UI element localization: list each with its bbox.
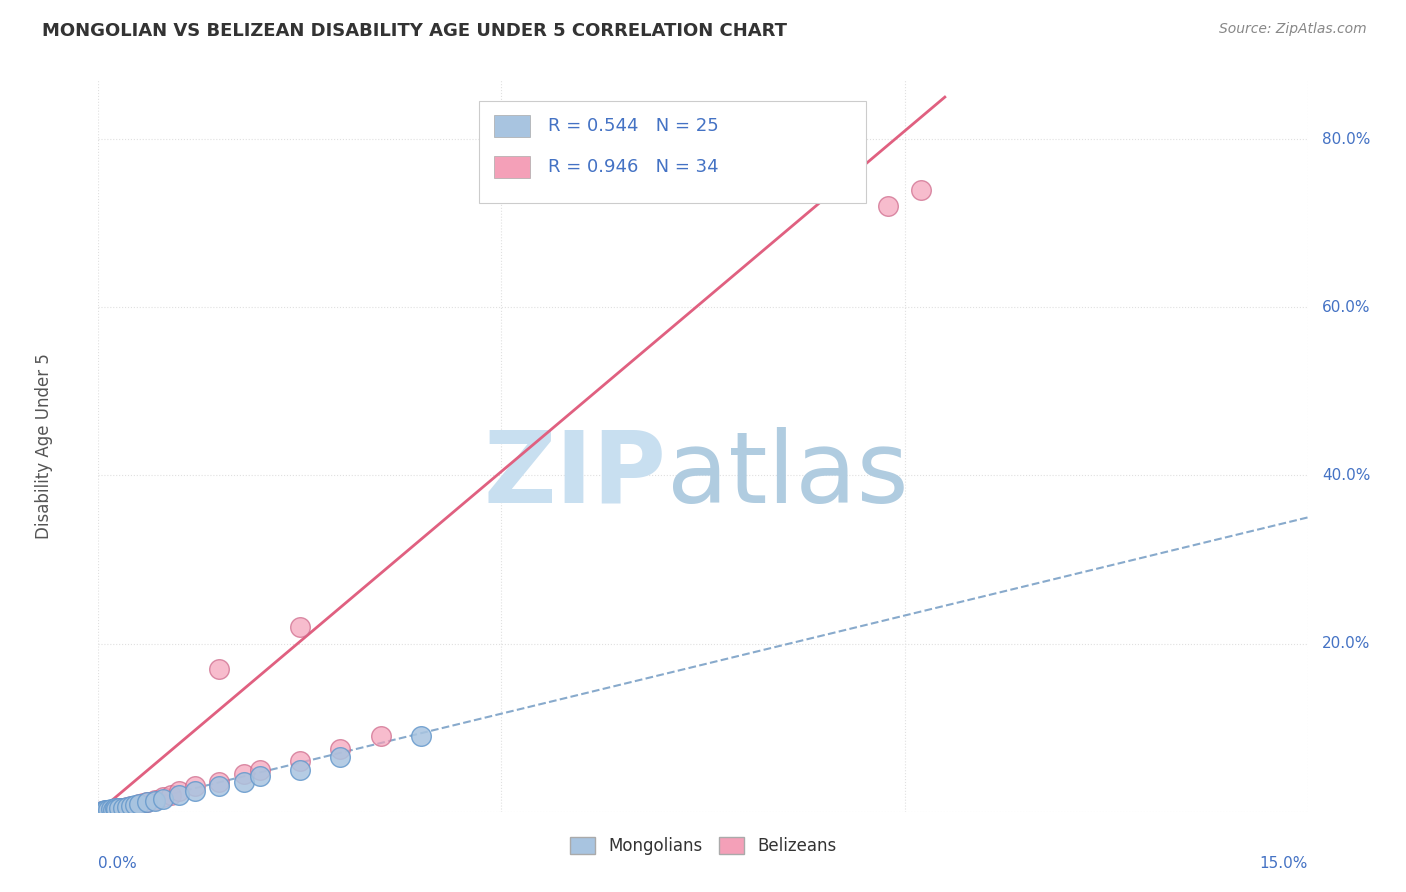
Point bbox=[132, 797, 155, 811]
Point bbox=[184, 783, 207, 797]
Text: MONGOLIAN VS BELIZEAN DISABILITY AGE UNDER 5 CORRELATION CHART: MONGOLIAN VS BELIZEAN DISABILITY AGE UND… bbox=[42, 22, 787, 40]
Point bbox=[370, 729, 392, 743]
Point bbox=[184, 780, 207, 794]
Point bbox=[329, 741, 352, 756]
Point bbox=[115, 799, 138, 814]
Point bbox=[110, 801, 132, 815]
Point bbox=[115, 799, 138, 814]
Point bbox=[97, 803, 120, 817]
Point bbox=[877, 199, 900, 213]
Point bbox=[135, 796, 157, 810]
Point bbox=[96, 804, 118, 818]
Text: R = 0.544   N = 25: R = 0.544 N = 25 bbox=[548, 118, 718, 136]
Point bbox=[124, 797, 146, 812]
Bar bbox=[494, 115, 530, 137]
Point bbox=[288, 763, 311, 777]
Point bbox=[135, 795, 157, 809]
Text: 15.0%: 15.0% bbox=[1260, 855, 1308, 871]
Text: 60.0%: 60.0% bbox=[1322, 300, 1371, 315]
Point bbox=[232, 767, 254, 781]
Point bbox=[111, 800, 134, 814]
Point bbox=[111, 801, 134, 815]
Text: ZIP: ZIP bbox=[484, 426, 666, 524]
Text: 80.0%: 80.0% bbox=[1322, 132, 1371, 146]
Point bbox=[208, 780, 231, 794]
Point bbox=[100, 802, 122, 816]
FancyBboxPatch shape bbox=[479, 101, 866, 203]
Legend: Mongolians, Belizeans: Mongolians, Belizeans bbox=[562, 830, 844, 862]
Text: R = 0.946   N = 34: R = 0.946 N = 34 bbox=[548, 158, 718, 176]
Text: Source: ZipAtlas.com: Source: ZipAtlas.com bbox=[1219, 22, 1367, 37]
Point bbox=[249, 769, 271, 783]
Point bbox=[143, 794, 166, 808]
Point bbox=[94, 804, 117, 818]
Point bbox=[101, 803, 124, 817]
Point bbox=[128, 797, 150, 812]
Point bbox=[91, 805, 114, 819]
Point bbox=[288, 754, 311, 768]
Point bbox=[232, 775, 254, 789]
Text: 20.0%: 20.0% bbox=[1322, 636, 1371, 651]
Point bbox=[167, 788, 190, 802]
Point bbox=[167, 783, 190, 797]
Point bbox=[107, 801, 129, 815]
Point bbox=[329, 750, 352, 764]
Point bbox=[107, 800, 129, 814]
Point bbox=[105, 802, 128, 816]
Point bbox=[103, 801, 125, 815]
Point bbox=[208, 662, 231, 676]
Point bbox=[97, 803, 120, 817]
Point bbox=[249, 763, 271, 777]
Point bbox=[96, 803, 118, 817]
Point bbox=[910, 183, 932, 197]
Point bbox=[101, 802, 124, 816]
Point bbox=[160, 788, 183, 802]
Point bbox=[94, 804, 117, 818]
Point bbox=[143, 793, 166, 807]
Point bbox=[120, 798, 142, 813]
Point bbox=[208, 775, 231, 789]
Point bbox=[100, 803, 122, 817]
Bar bbox=[494, 155, 530, 178]
Text: atlas: atlas bbox=[666, 426, 908, 524]
Point bbox=[91, 804, 114, 818]
Text: Disability Age Under 5: Disability Age Under 5 bbox=[35, 353, 53, 539]
Point bbox=[128, 797, 150, 812]
Point bbox=[288, 620, 311, 634]
Point bbox=[120, 798, 142, 813]
Point bbox=[103, 802, 125, 816]
Point bbox=[152, 792, 174, 806]
Point bbox=[152, 789, 174, 804]
Text: 0.0%: 0.0% bbox=[98, 855, 138, 871]
Point bbox=[409, 729, 432, 743]
Text: 40.0%: 40.0% bbox=[1322, 468, 1371, 483]
